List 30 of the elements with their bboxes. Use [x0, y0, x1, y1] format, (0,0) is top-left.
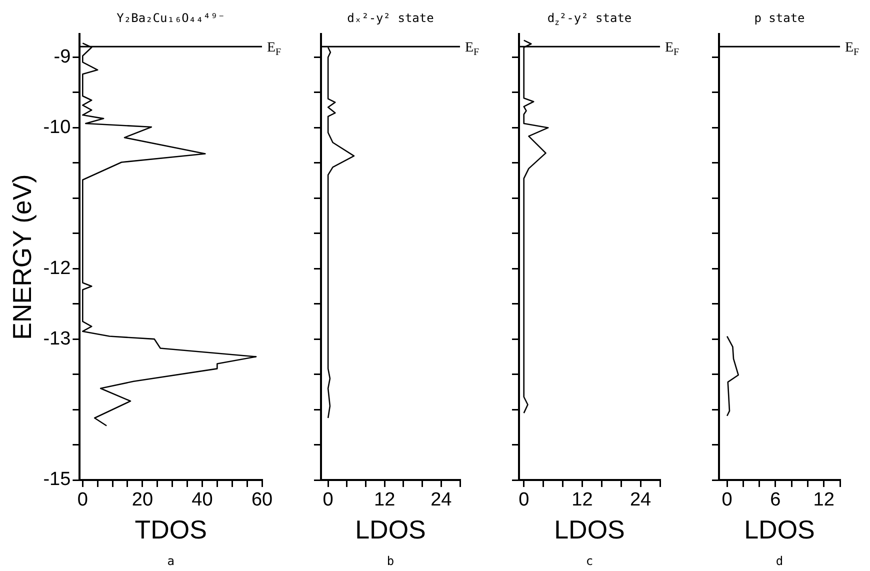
x-tick-label: 12	[813, 490, 834, 511]
x-tick-label: 0	[518, 490, 530, 511]
x-tick-label: 6	[770, 490, 781, 511]
x-axis-title: LDOS	[744, 514, 815, 545]
y-tick-label: -10	[43, 116, 71, 138]
chart-title: p state	[754, 11, 805, 25]
x-tick-label: 12	[374, 490, 396, 511]
x-tick-label: 0	[77, 490, 88, 511]
y-tick-label: -9	[54, 46, 71, 68]
text: c	[586, 554, 594, 568]
x-axis-title: LDOS	[554, 514, 625, 545]
text: b	[386, 554, 394, 568]
x-axis-title: LDOS	[355, 514, 426, 545]
chart-title: Y₂Ba₂Cu₁₆O₄₄⁴⁹⁻	[116, 11, 226, 25]
y-axis-title: ENERGY (eV)	[6, 174, 37, 340]
x-tick-label: 60	[251, 490, 273, 511]
chart-title: dₓ²-y² state	[347, 11, 434, 25]
y-tick-label: -12	[43, 258, 71, 279]
x-tick-label: 12	[572, 490, 593, 511]
text: d	[776, 554, 784, 568]
y-tick-label: -13	[43, 328, 71, 350]
x-tick-label: 40	[192, 490, 213, 511]
x-tick-label: 24	[430, 490, 452, 511]
x-tick-label: 24	[630, 490, 652, 511]
x-axis-title: TDOS	[134, 514, 207, 545]
text: a	[167, 554, 174, 568]
y-tick-label: -15	[43, 469, 71, 490]
x-tick-label: 0	[722, 490, 732, 511]
x-tick-label: 20	[132, 490, 154, 511]
x-tick-label: 0	[322, 490, 334, 511]
